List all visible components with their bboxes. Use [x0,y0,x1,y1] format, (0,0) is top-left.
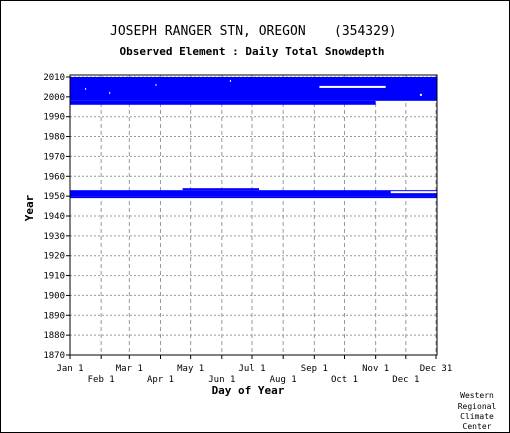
data-block [70,190,437,197]
x-axis-label: Day of Year [212,384,285,397]
y-tick-label: 2000 [43,93,65,103]
grid-lines [70,75,437,355]
y-tick-label: 2010 [43,73,65,83]
data-block [70,100,376,105]
x-tick-label: Jun 1 [208,375,235,385]
data-gap [419,93,422,96]
y-tick-label: 1940 [43,212,65,222]
y-tick-label: 1950 [43,192,65,202]
x-tick-label: Nov 1 [362,364,389,374]
chart-subtitle: Observed Element : Daily Total Snowdepth [120,45,385,58]
data-block [70,76,437,101]
x-tick-label: Mar 1 [116,364,143,374]
y-tick-label: 1990 [43,113,65,123]
x-tick-label: May 1 [177,364,204,374]
x-tick-label: Dec 1 [392,375,419,385]
x-tick-label: Sep 1 [301,364,328,374]
credit-line-1: Western [460,391,494,400]
y-tick-label: 1910 [43,272,65,282]
data-gap [85,87,87,90]
chart-title: JOSEPH RANGER STN, OREGON [110,24,306,39]
plot-border [69,74,438,356]
credit-block: Western Regional Climate Center [458,391,497,431]
y-tick-label: 1930 [43,232,65,242]
y-tick-label: 1980 [43,133,65,143]
y-tick-label: 1970 [43,152,65,162]
x-tick-label: Jan 1 [56,364,83,374]
data-block [70,196,437,199]
x-tick-label: Feb 1 [88,375,115,385]
x-tick-label: Oct 1 [331,375,358,385]
y-tick-label: 1890 [43,311,65,321]
x-tick-label: Aug 1 [270,375,297,385]
y-tick-label: 1880 [43,331,65,341]
credit-line-2: Regional [458,402,497,411]
credit-line-4: Center [463,422,492,431]
x-tick-label: Dec 31 [420,364,453,374]
y-axis-label: Year [23,194,36,221]
data-gap [390,191,437,194]
data-gap [155,83,157,86]
x-tick-label: Apr 1 [147,375,174,385]
data-gaps [85,79,437,194]
data-gap [229,79,231,82]
y-tick-label: 1960 [43,172,65,182]
y-axis-ticks: 1870 1880 1890 1900 1910 1920 1930 1940 1950 1960… [43,73,70,361]
y-tick-label: 1870 [43,351,65,361]
data-gap [319,85,386,88]
data-coverage [70,76,437,199]
y-tick-label: 1920 [43,252,65,262]
data-block [182,188,260,191]
y-tick-label: 1900 [43,291,65,301]
data-gap [109,91,111,94]
x-axis-ticks: Jan 1 Mar 1 May 1 Jul 1 Sep 1 Nov 1 Dec 31 Feb … [56,355,452,385]
x-tick-label: Jul 1 [238,364,265,374]
station-id: (354329) [334,24,397,39]
credit-line-3: Climate [460,412,494,421]
